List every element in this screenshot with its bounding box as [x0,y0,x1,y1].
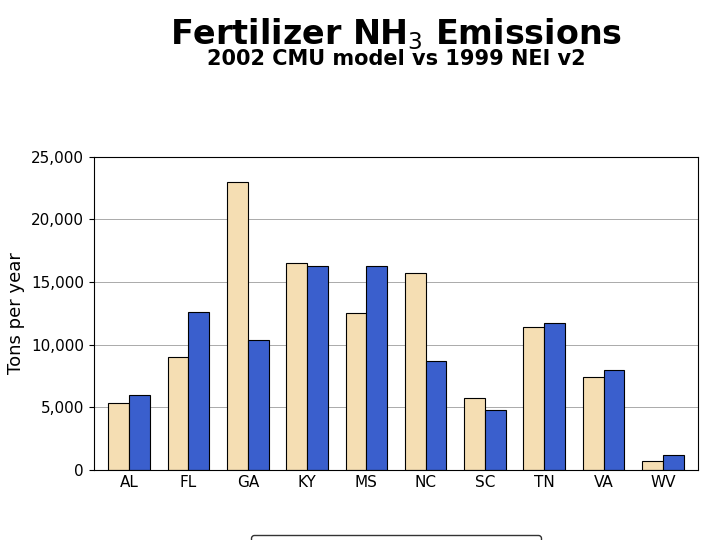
Bar [603,369,624,470]
Bar [523,327,544,470]
Text: Fertilizer NH$_3$ Emissions: Fertilizer NH$_3$ Emissions [170,16,622,52]
Bar [248,340,269,470]
Bar [485,410,505,470]
Bar [168,357,189,470]
Bar [129,395,150,470]
Y-axis label: Tons per year: Tons per year [7,252,25,374]
Bar [227,181,248,470]
Bar [426,361,446,470]
Bar [464,399,485,470]
Bar [544,323,565,470]
Bar [307,266,328,470]
Bar [642,461,663,470]
Bar [346,313,366,470]
Bar [109,403,129,470]
Bar [189,312,210,470]
Text: 2002 CMU model vs 1999 NEI v2: 2002 CMU model vs 1999 NEI v2 [207,49,585,69]
Bar [366,266,387,470]
Bar [287,263,307,470]
Legend: 2002 CMU, 1999 NEI v2: 2002 CMU, 1999 NEI v2 [251,535,541,540]
Bar [405,273,426,470]
Bar [582,377,603,470]
Bar [663,455,683,470]
